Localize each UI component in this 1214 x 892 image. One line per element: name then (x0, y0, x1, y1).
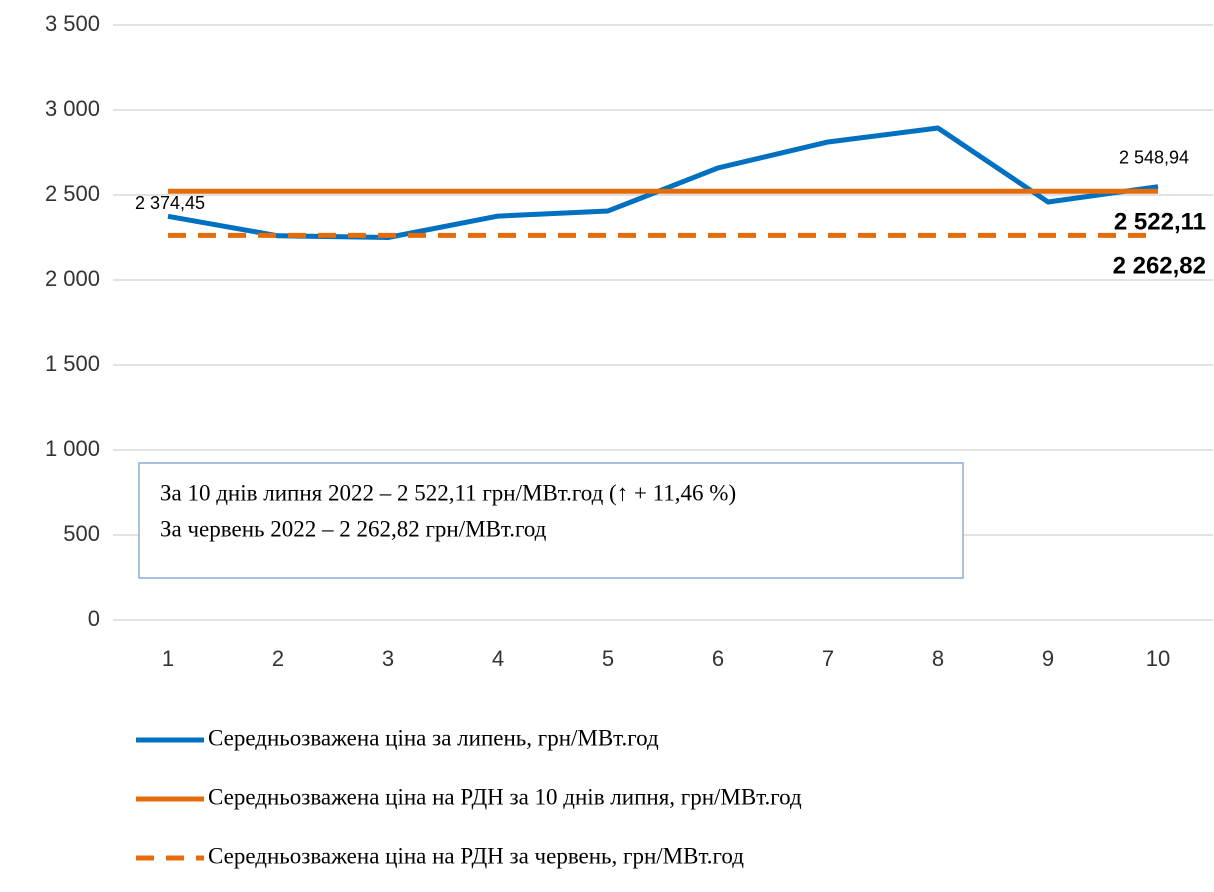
annotation-box (138, 462, 964, 579)
data-label: 2 522,11 (1114, 209, 1206, 236)
x-tick-label: 6 (712, 646, 724, 671)
x-tick-label: 3 (382, 646, 394, 671)
x-tick-label: 7 (822, 646, 834, 671)
x-tick-label: 9 (1042, 646, 1054, 671)
data-label: 2 374,45 (135, 193, 205, 213)
legend-label: Середньозважена ціна на РДН за червень, … (208, 843, 744, 868)
legend-label: Середньозважена ціна на РДН за 10 днів л… (208, 784, 802, 809)
y-tick-label: 3 500 (45, 11, 100, 36)
annotation: За 10 днів липня 2022 – 2 522,11 грн/МВт… (160, 480, 736, 505)
y-tick-label: 3 000 (45, 96, 100, 121)
x-tick-label: 8 (932, 646, 944, 671)
y-tick-label: 0 (88, 606, 100, 631)
annotation: За червень 2022 – 2 262,82 грн/МВт.год (160, 516, 547, 541)
y-tick-label: 2 500 (45, 181, 100, 206)
y-tick-label: 1 500 (45, 351, 100, 376)
legend-label: Середньозважена ціна за липень, грн/МВт.… (208, 725, 659, 750)
x-tick-label: 2 (272, 646, 284, 671)
y-tick-label: 1 000 (45, 436, 100, 461)
y-tick-label: 500 (63, 521, 100, 546)
data-label: 2 262,82 (1113, 253, 1206, 280)
y-tick-label: 2 000 (45, 266, 100, 291)
x-tick-label: 1 (162, 646, 174, 671)
x-tick-label: 4 (492, 646, 504, 671)
data-label: 2 548,94 (1119, 147, 1189, 167)
x-tick-label: 10 (1146, 646, 1170, 671)
x-tick-label: 5 (602, 646, 614, 671)
series-line (167, 125, 1159, 240)
